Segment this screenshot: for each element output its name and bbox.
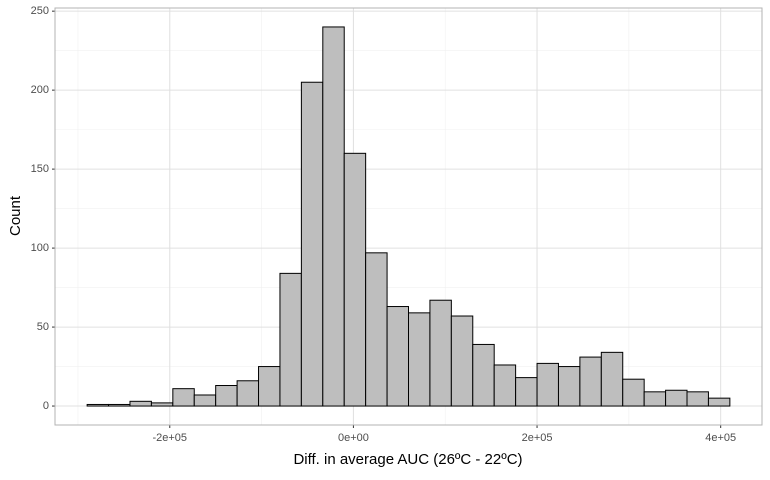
y-tick-label: 0 bbox=[43, 400, 49, 412]
bar bbox=[300, 81, 324, 407]
bar bbox=[172, 388, 195, 407]
bar bbox=[472, 343, 495, 407]
bar bbox=[129, 400, 152, 407]
bar bbox=[150, 402, 174, 407]
bar bbox=[600, 351, 624, 407]
x-tick-label: 0e+00 bbox=[338, 432, 369, 444]
bar bbox=[193, 394, 217, 407]
bar bbox=[322, 26, 345, 407]
x-axis-label: Diff. in average AUC (26ºC - 22ºC) bbox=[293, 451, 522, 468]
y-axis-label: Count bbox=[7, 195, 24, 236]
bar bbox=[579, 356, 602, 407]
bar bbox=[686, 391, 709, 407]
bar bbox=[86, 403, 110, 407]
x-tick-label: 4e+05 bbox=[705, 432, 736, 444]
bar bbox=[515, 377, 538, 407]
panel-border bbox=[54, 7, 763, 426]
bar bbox=[665, 389, 688, 407]
x-tick-label: -2e+05 bbox=[152, 432, 187, 444]
bar bbox=[108, 403, 131, 407]
bar bbox=[707, 397, 731, 407]
bar bbox=[215, 385, 238, 407]
y-tick-label: 150 bbox=[31, 163, 49, 175]
bar bbox=[365, 252, 388, 407]
bar bbox=[493, 364, 517, 407]
bar bbox=[536, 362, 559, 407]
y-tick-label: 200 bbox=[31, 84, 49, 96]
bar bbox=[386, 306, 409, 407]
bar bbox=[408, 312, 431, 407]
bar bbox=[279, 272, 302, 407]
bar bbox=[429, 299, 452, 407]
bar bbox=[557, 366, 581, 407]
bar bbox=[343, 152, 367, 407]
y-tick-label: 100 bbox=[31, 242, 49, 254]
bar bbox=[622, 378, 645, 407]
bar bbox=[450, 315, 474, 407]
y-tick-label: 250 bbox=[31, 5, 49, 17]
bar bbox=[236, 380, 260, 407]
bar bbox=[643, 391, 667, 407]
bar bbox=[258, 366, 281, 407]
y-tick-label: 50 bbox=[37, 321, 49, 333]
x-tick-label: 2e+05 bbox=[522, 432, 553, 444]
